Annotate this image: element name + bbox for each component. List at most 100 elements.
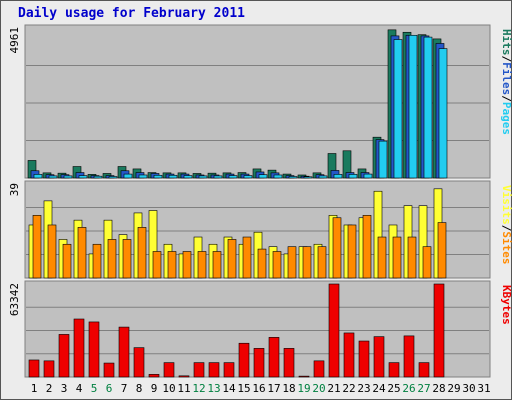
sites-bar: [167, 251, 177, 279]
kbytes-bar: [313, 360, 325, 378]
pages-bar: [363, 173, 373, 179]
kbytes-bar: [103, 362, 115, 378]
pages-bar: [243, 175, 253, 179]
x-tick-label: 16: [252, 382, 265, 395]
kbytes-bar: [208, 362, 220, 378]
x-tick-label: 15: [237, 382, 250, 395]
pages-bar: [63, 175, 73, 179]
x-tick-label: 28: [432, 382, 445, 395]
pages-bar: [213, 175, 223, 179]
sites-bar: [32, 215, 42, 279]
pages-bar: [153, 174, 163, 179]
kbytes-bar: [418, 362, 430, 378]
sites-bar: [407, 236, 417, 279]
x-tick-label: 23: [357, 382, 370, 395]
pages-bar: [33, 174, 43, 179]
x-tick-label: 4: [76, 382, 83, 395]
x-tick-label: 25: [387, 382, 400, 395]
legend-entry: Sites: [500, 231, 512, 264]
legend-entry: KBytes: [500, 285, 512, 325]
kbytes-bar: [58, 334, 70, 378]
kbytes-bar: [358, 340, 370, 378]
sites-bar: [77, 227, 87, 279]
x-tick-label: 22: [342, 382, 355, 395]
kbytes-bar: [73, 318, 85, 378]
sites-bar: [347, 224, 357, 279]
x-tick-label: 11: [177, 382, 190, 395]
pages-bar: [393, 39, 403, 179]
x-tick-label: 18: [282, 382, 295, 395]
sites-bar: [122, 239, 132, 279]
pages-bar: [318, 175, 328, 179]
x-tick-label: 12: [192, 382, 205, 395]
pages-bar: [78, 175, 88, 179]
legend-entry: /: [500, 95, 512, 102]
x-tick-label: 14: [222, 382, 236, 395]
sites-bar: [437, 222, 447, 279]
x-tick-label: 19: [297, 382, 310, 395]
kbytes-bar: [343, 332, 355, 378]
kbytes-bar: [388, 362, 400, 378]
kbytes-bar: [178, 375, 190, 378]
x-tick-label: 8: [136, 382, 143, 395]
sites-bar: [302, 246, 312, 279]
pages-bar: [408, 34, 418, 179]
x-tick-label: 10: [162, 382, 175, 395]
sites-bar: [137, 227, 147, 279]
legend-entry: /: [500, 56, 512, 63]
kbytes-bar: [118, 326, 130, 378]
kbytes-bar: [223, 362, 235, 378]
kbytes-bar: [298, 375, 310, 378]
sites-bar: [392, 236, 402, 279]
x-tick-label: 17: [267, 382, 280, 395]
kbytes-bar: [43, 360, 55, 378]
y-axis-max-label: 4961: [8, 27, 21, 54]
pages-bar: [228, 175, 238, 179]
pages-bar: [378, 140, 388, 179]
sites-bar: [377, 236, 387, 279]
x-tick-label: 21: [327, 382, 340, 395]
legend-2: Visits/Sites: [500, 185, 512, 265]
kbytes-bar: [283, 348, 295, 378]
pages-bar: [138, 174, 148, 179]
sites-bar: [197, 251, 207, 279]
sites-bar: [152, 251, 162, 279]
kbytes-bar: [133, 347, 145, 378]
legend-entry: Visits: [500, 185, 512, 225]
kbytes-bar: [88, 321, 100, 378]
pages-bar: [438, 48, 448, 179]
kbytes-bar: [193, 362, 205, 378]
sites-bar: [212, 251, 222, 279]
pages-bar: [273, 174, 283, 179]
legend-entry: Pages: [500, 102, 512, 135]
sites-bar: [182, 251, 192, 279]
kbytes-bar: [403, 335, 415, 378]
x-tick-label: 31: [477, 382, 490, 395]
legend-entry: /: [500, 225, 512, 232]
kbytes-bar: [163, 362, 175, 378]
kbytes-bar: [268, 337, 280, 378]
sites-bar: [62, 243, 72, 279]
kbytes-bar: [238, 342, 250, 378]
sites-bar: [242, 236, 252, 279]
pages-bar: [333, 174, 343, 179]
sites-bar: [287, 246, 297, 279]
x-tick-label: 20: [312, 382, 325, 395]
pages-bar: [123, 173, 133, 179]
sites-bar: [257, 248, 267, 279]
x-tick-label: 26: [402, 382, 415, 395]
x-tick-label: 1: [31, 382, 38, 395]
pages-bar: [93, 175, 103, 179]
pages-bar: [183, 175, 193, 179]
sites-bar: [107, 239, 117, 279]
x-tick-label: 27: [417, 382, 430, 395]
y-axis-max-label: 63342: [8, 283, 21, 316]
pages-bar: [168, 174, 178, 179]
legend-entry: Hits: [500, 29, 512, 56]
sites-bar: [47, 224, 57, 279]
x-tick-label: 6: [106, 382, 113, 395]
legend-3: KBytes: [500, 285, 512, 325]
x-tick-label: 2: [46, 382, 53, 395]
x-tick-label: 9: [151, 382, 158, 395]
x-tick-label: 30: [462, 382, 475, 395]
